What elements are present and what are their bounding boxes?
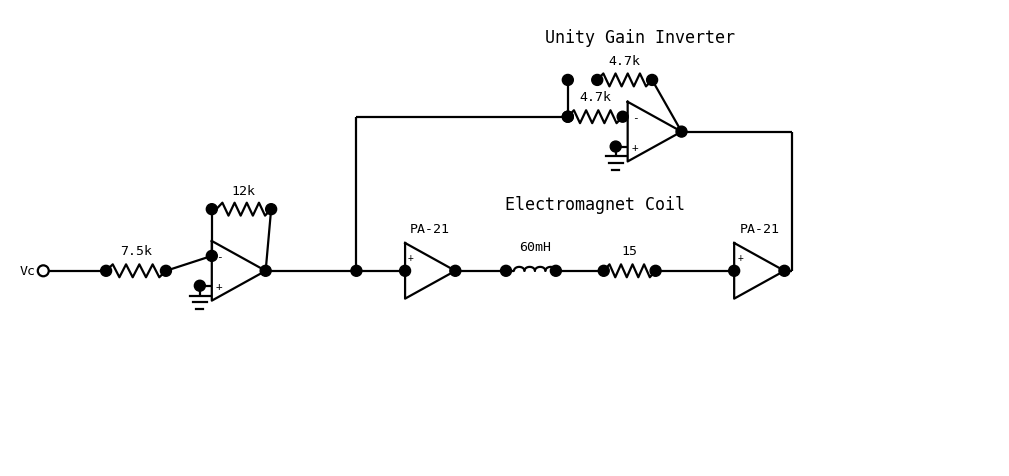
Text: Unity Gain Inverter: Unity Gain Inverter bbox=[545, 29, 735, 47]
Circle shape bbox=[400, 266, 411, 277]
Text: -: - bbox=[632, 112, 639, 122]
Circle shape bbox=[728, 266, 740, 277]
Circle shape bbox=[206, 251, 217, 262]
Circle shape bbox=[550, 266, 561, 277]
Circle shape bbox=[500, 266, 512, 277]
Text: Vc: Vc bbox=[19, 265, 35, 278]
Text: 7.5k: 7.5k bbox=[120, 244, 152, 258]
Circle shape bbox=[101, 266, 112, 277]
Circle shape bbox=[562, 112, 573, 123]
Circle shape bbox=[591, 75, 602, 86]
Circle shape bbox=[260, 266, 271, 277]
Text: PA-21: PA-21 bbox=[411, 223, 450, 236]
Circle shape bbox=[351, 266, 362, 277]
Circle shape bbox=[195, 281, 205, 292]
Text: 4.7k: 4.7k bbox=[608, 55, 641, 68]
Text: 60mH: 60mH bbox=[519, 240, 551, 253]
Text: +: + bbox=[738, 252, 743, 262]
Circle shape bbox=[160, 266, 172, 277]
Text: 15: 15 bbox=[622, 244, 638, 258]
Circle shape bbox=[650, 266, 661, 277]
Text: 4.7k: 4.7k bbox=[579, 90, 611, 104]
Circle shape bbox=[618, 112, 629, 123]
Circle shape bbox=[676, 127, 687, 138]
Text: +: + bbox=[216, 281, 223, 291]
Circle shape bbox=[779, 266, 790, 277]
Text: +: + bbox=[408, 252, 414, 262]
Text: +: + bbox=[632, 142, 639, 152]
Text: Electromagnet Coil: Electromagnet Coil bbox=[504, 196, 685, 214]
Text: -: - bbox=[216, 251, 223, 261]
Text: 12k: 12k bbox=[232, 185, 255, 198]
Circle shape bbox=[562, 75, 573, 86]
Circle shape bbox=[450, 266, 461, 277]
Circle shape bbox=[647, 75, 658, 86]
Circle shape bbox=[610, 142, 622, 153]
Text: PA-21: PA-21 bbox=[740, 223, 779, 236]
Circle shape bbox=[562, 112, 573, 123]
Circle shape bbox=[598, 266, 609, 277]
Circle shape bbox=[265, 204, 276, 215]
Circle shape bbox=[206, 204, 217, 215]
